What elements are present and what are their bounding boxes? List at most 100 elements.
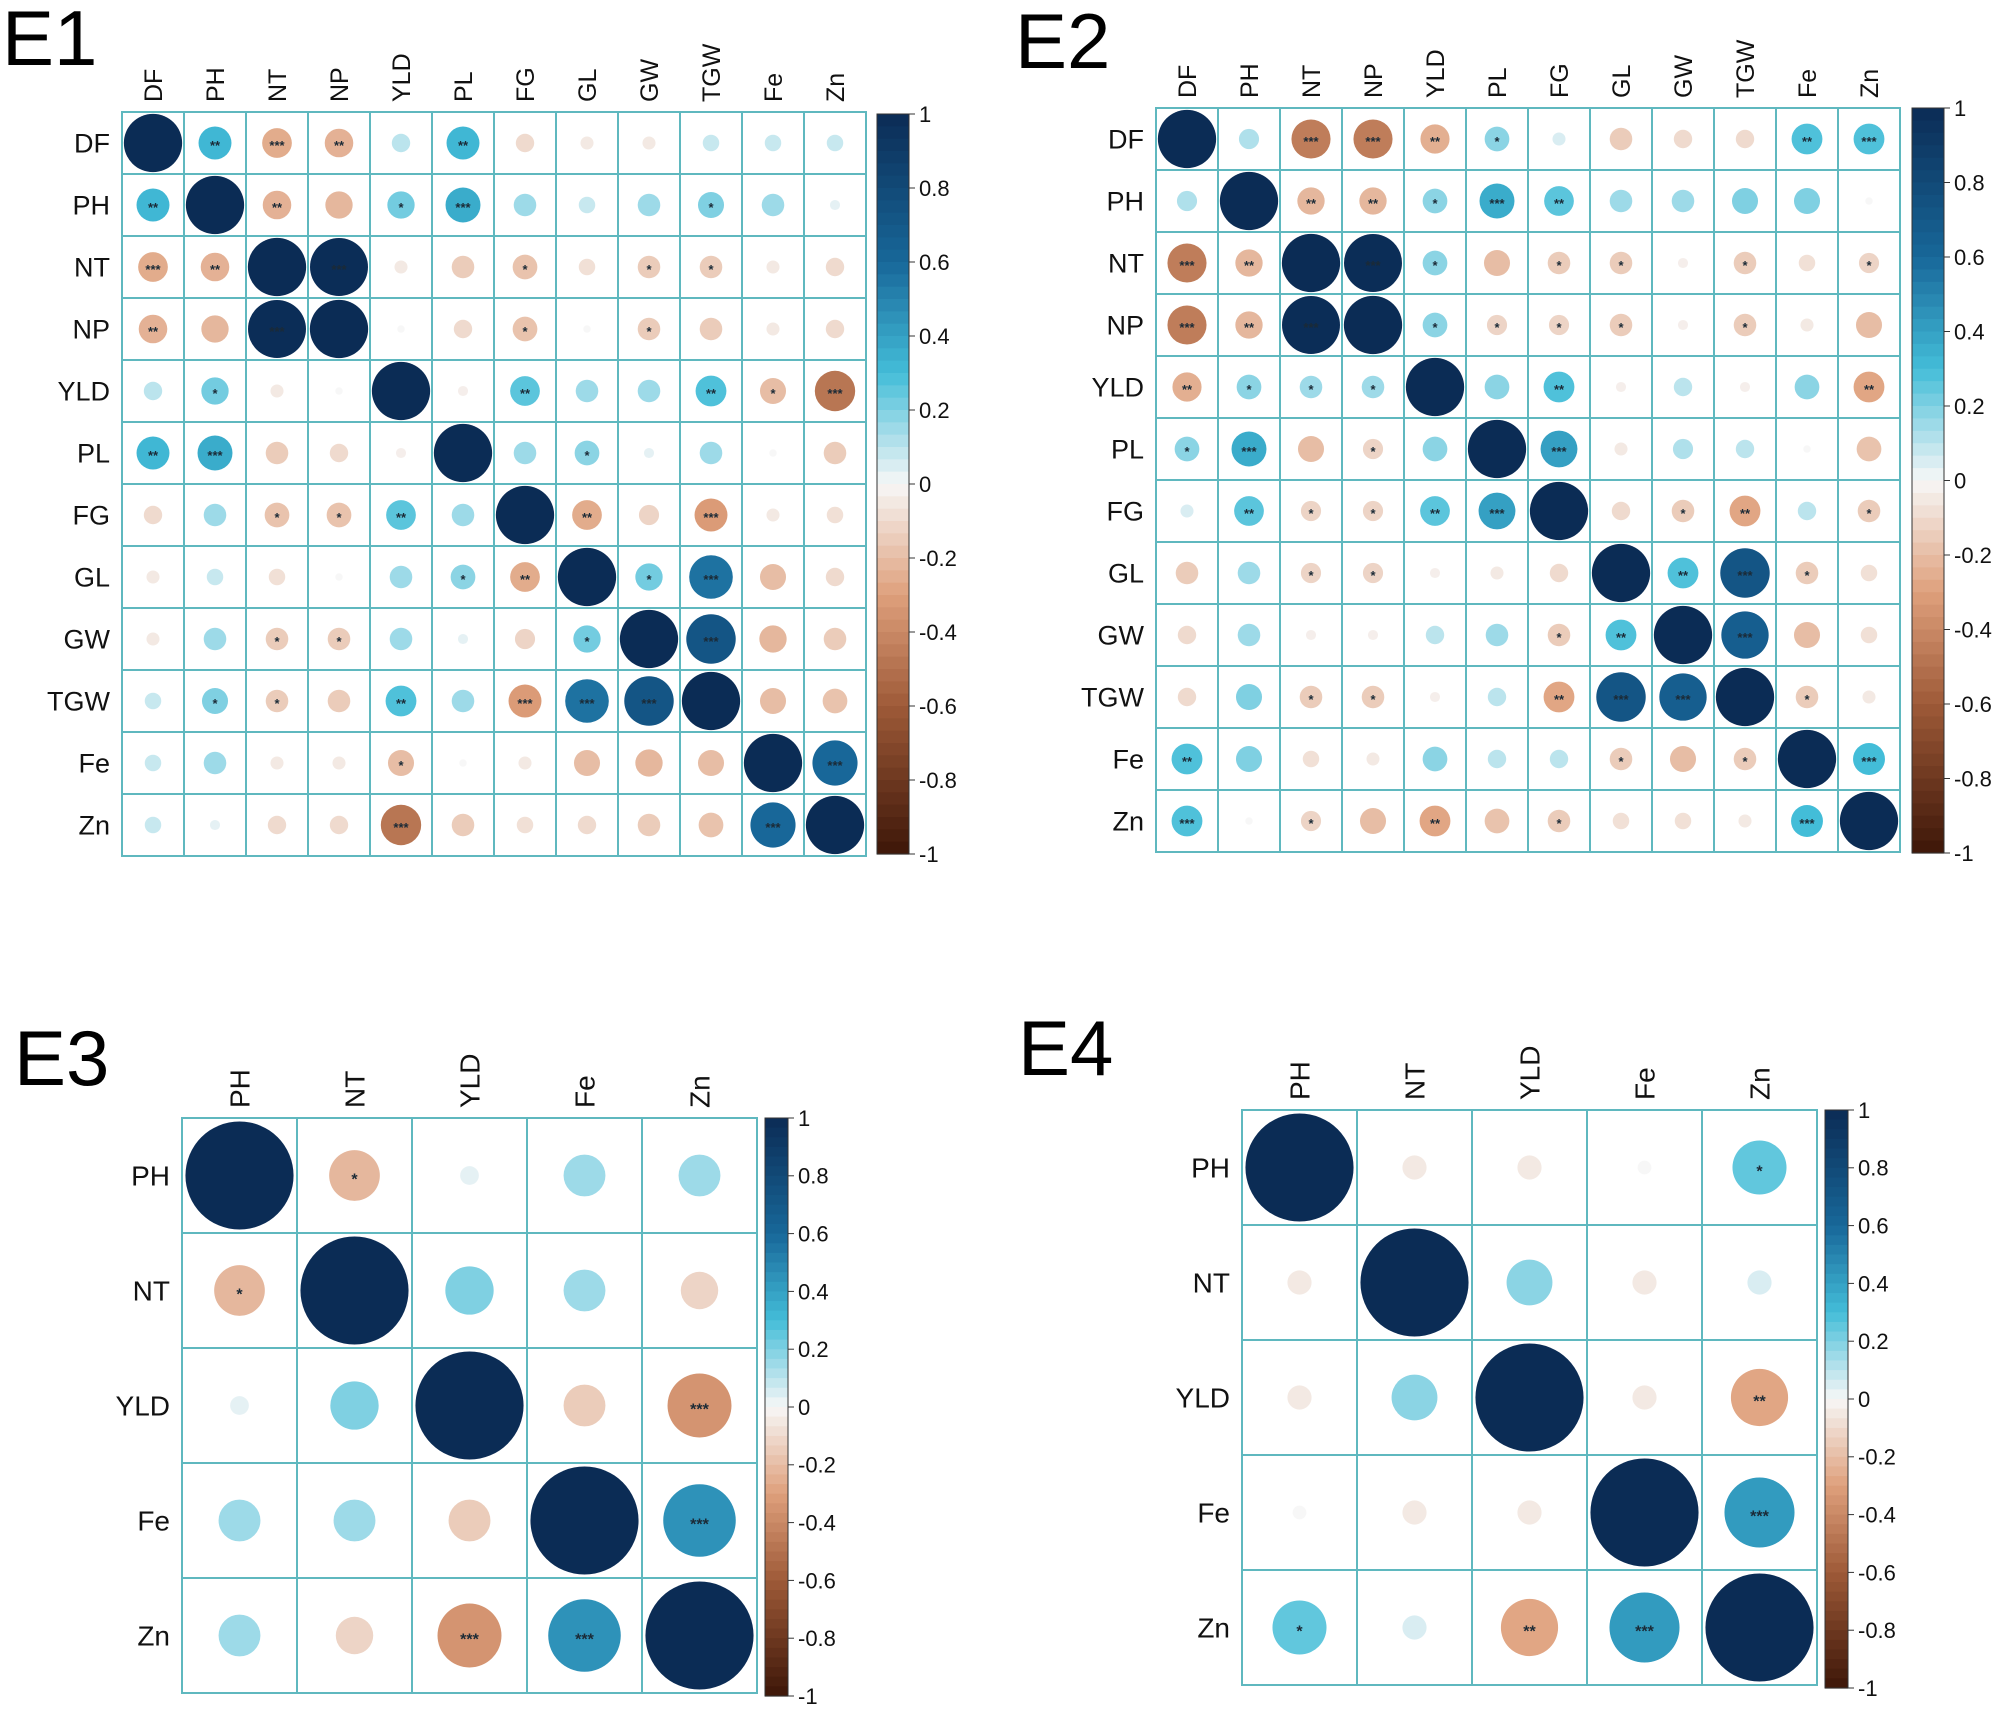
- column-label-GW: GW: [1670, 55, 1698, 98]
- colorbar-segment: [877, 114, 909, 127]
- colorbar-segment: [877, 434, 909, 448]
- row-label-NT: NT: [1108, 249, 1144, 279]
- colorbar-segment: [877, 558, 909, 571]
- column-label-PH: PH: [202, 67, 230, 102]
- correlation-circle: [759, 563, 787, 591]
- column-label-Zn: Zn: [1856, 69, 1884, 98]
- correlation-circle: [695, 375, 727, 407]
- correlation-circle: [1487, 749, 1507, 769]
- correlation-circle: [769, 449, 777, 457]
- colorbar-segment: [1825, 1158, 1848, 1169]
- significance-stars: ***: [1489, 506, 1505, 521]
- correlation-circle: [642, 136, 656, 150]
- colorbar-segment: [1825, 1196, 1848, 1207]
- significance-stars: **: [706, 386, 717, 401]
- correlation-circle: [198, 126, 232, 160]
- column-label-NT: NT: [1400, 1063, 1431, 1100]
- colorbar-segment: [877, 373, 909, 386]
- correlation-circle: [697, 749, 725, 777]
- colorbar-segment: [1912, 517, 1944, 531]
- correlation-circle: [123, 113, 183, 173]
- correlation-circle: [1287, 1270, 1312, 1295]
- correlation-circle: [1605, 619, 1637, 651]
- colorbar-segment: [877, 632, 909, 645]
- colorbar-segment: [877, 804, 909, 818]
- correlation-circle: [1667, 557, 1699, 589]
- significance-stars: *: [1370, 444, 1376, 459]
- column-label-FG: FG: [1546, 63, 1574, 98]
- panel-title: E1: [2, 0, 97, 82]
- colorbar-segment: [1912, 430, 1944, 444]
- correlation-circle: [329, 443, 349, 463]
- correlation-circle: [1795, 561, 1819, 585]
- colorbar: 1 0.8 0.6 0.4 0.2 0 -0.2 -0.4 -0.6 -0.8 -1: [1824, 1098, 1896, 1701]
- correlation-circle: [1343, 295, 1403, 355]
- row-label-FG: FG: [73, 501, 111, 531]
- correlation-circle: [1305, 629, 1317, 641]
- colorbar-segment: [1912, 766, 1944, 780]
- correlation-circle: [1591, 543, 1651, 603]
- correlation-circle: [1517, 1500, 1542, 1525]
- correlation-circle: [805, 795, 865, 855]
- panel-frame: [181, 1117, 758, 1694]
- colorbar-segment: [765, 1146, 788, 1158]
- colorbar-tick-label: -0.6: [1954, 692, 1992, 717]
- significance-stars: **: [1430, 816, 1441, 831]
- row-label-TGW: TGW: [47, 687, 110, 717]
- significance-stars: **: [520, 386, 531, 401]
- row-label-YLD: YLD: [57, 377, 110, 407]
- correlation-circle: [1177, 625, 1197, 645]
- correlation-circle: [1853, 123, 1885, 155]
- correlation-circle: [826, 506, 844, 524]
- correlation-circle: [143, 505, 163, 525]
- column-label-NT: NT: [264, 69, 292, 102]
- colorbar-segment: [877, 138, 909, 152]
- column-label-Fe: Fe: [760, 73, 788, 102]
- correlation-circle: [689, 555, 733, 599]
- colorbar-segment: [1825, 1235, 1848, 1246]
- row-label-DF: DF: [1108, 125, 1144, 155]
- colorbar-segment: [877, 175, 909, 189]
- row-label-PH: PH: [1191, 1153, 1230, 1184]
- correlation-circle: [823, 627, 847, 651]
- colorbar-segment: [765, 1185, 788, 1196]
- correlation-circle: [574, 440, 600, 466]
- colorbar-segment: [1912, 257, 1944, 271]
- colorbar-tick-label: 1: [1858, 1098, 1870, 1123]
- correlation-circle: [335, 573, 343, 581]
- significance-stars: **: [1182, 754, 1193, 769]
- correlation-circle: [200, 252, 230, 282]
- correlation-circle: [1856, 436, 1882, 462]
- correlation-circle: [1362, 562, 1384, 584]
- colorbar-segment: [765, 1628, 788, 1639]
- correlation-circle: [1632, 1270, 1657, 1295]
- colorbar-segment: [1912, 269, 1944, 283]
- colorbar-segment: [1825, 1187, 1848, 1198]
- correlation-circle: [1344, 234, 1402, 292]
- correlation-circle: [1609, 251, 1633, 275]
- correlation-circle: [1673, 377, 1693, 397]
- correlation-circle: [578, 196, 596, 214]
- correlation-circle: [1487, 687, 1507, 707]
- colorbar-segment: [1912, 778, 1944, 792]
- correlation-circle: [681, 671, 741, 731]
- panel-frame: [1155, 107, 1901, 853]
- significance-stars: *: [398, 200, 404, 215]
- correlation-circle: [814, 370, 856, 412]
- significance-stars: **: [1616, 630, 1627, 645]
- colorbar-segment: [1912, 381, 1944, 395]
- correlation-circle: [1292, 1505, 1307, 1520]
- colorbar-segment: [1912, 294, 1944, 308]
- colorbar-segment: [1825, 1504, 1848, 1516]
- correlation-circle: [1362, 500, 1384, 522]
- correlation-circle: [326, 502, 352, 528]
- correlation-circle: [1677, 319, 1689, 331]
- correlation-circle: [1543, 681, 1575, 713]
- correlation-circle: [1590, 1458, 1699, 1567]
- correlation-circle: [1157, 109, 1217, 169]
- significance-stars: ***: [1179, 816, 1195, 831]
- correlation-circle: [262, 190, 292, 220]
- correlation-circle: [144, 754, 162, 772]
